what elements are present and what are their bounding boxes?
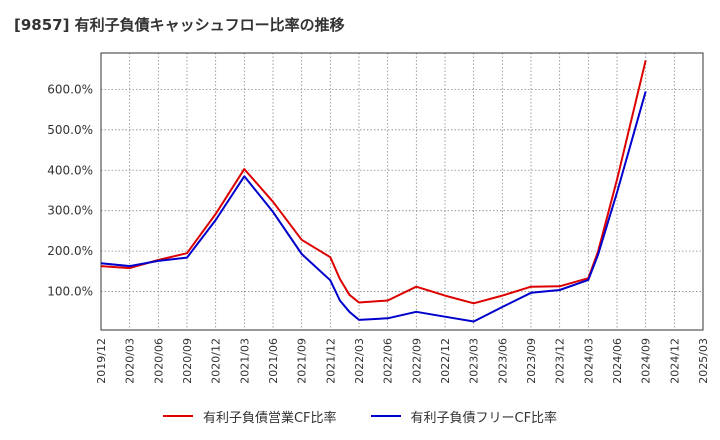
x-tick-label: 2024/09: [640, 338, 653, 384]
legend: 有利子負債営業CF比率 有利子負債フリーCF比率: [0, 404, 720, 428]
series-lines: [100, 60, 647, 323]
x-axis-ticks: 2019/12 2020/03 2020/06 2020/09 2020/12 2021/…: [95, 338, 710, 384]
x-tick-label: 2024/06: [611, 338, 624, 384]
legend-swatch-blue: [370, 415, 401, 417]
x-tick-label: 2019/12: [95, 338, 108, 384]
y-tick-label: 300.0%: [47, 204, 93, 218]
x-tick-label: 2021/06: [267, 338, 280, 384]
x-tick-label: 2023/03: [468, 338, 481, 384]
legend-item-free-cf: 有利子負債フリーCF比率: [370, 407, 558, 426]
x-tick-label: 2024/12: [668, 338, 681, 384]
y-tick-label: 500.0%: [47, 123, 93, 137]
y-tick-label: 600.0%: [47, 82, 93, 96]
legend-label-operating-cf: 有利子負債営業CF比率: [202, 410, 337, 426]
grid-lines: [100, 53, 704, 330]
x-tick-label: 2023/06: [496, 338, 509, 384]
line-chart: 100.0% 200.0% 300.0% 400.0% 500.0% 600.0% 201…: [47, 52, 710, 384]
x-tick-label: 2022/03: [353, 338, 366, 384]
y-axis-ticks: 100.0% 200.0% 300.0% 400.0% 500.0% 600.0%: [47, 82, 93, 298]
y-tick-label: 100.0%: [47, 285, 93, 299]
x-tick-label: 2020/12: [210, 338, 223, 384]
chart-title: [9857] 有利子負債キャッシュフロー比率の推移: [14, 16, 345, 34]
legend-item-operating-cf: 有利子負債営業CF比率: [162, 407, 337, 426]
x-tick-label: 2021/12: [324, 338, 337, 384]
x-tick-label: 2022/06: [382, 338, 395, 384]
x-tick-label: 2021/09: [296, 338, 309, 384]
x-tick-label: 2025/03: [697, 338, 710, 384]
x-tick-label: 2020/09: [181, 338, 194, 384]
x-tick-label: 2021/03: [238, 338, 251, 384]
x-tick-label: 2024/03: [582, 338, 595, 384]
legend-swatch-red: [162, 415, 193, 417]
x-tick-label: 2023/12: [554, 338, 567, 384]
x-tick-label: 2020/06: [152, 338, 165, 384]
x-tick-label: 2020/03: [124, 338, 137, 384]
legend-label-free-cf: 有利子負債フリーCF比率: [410, 410, 558, 426]
series-line-2: [100, 91, 647, 323]
x-tick-label: 2022/12: [439, 338, 452, 384]
y-tick-label: 200.0%: [47, 244, 93, 258]
x-tick-label: 2022/09: [410, 338, 423, 384]
series-line-1: [100, 60, 647, 305]
y-tick-label: 400.0%: [47, 163, 93, 177]
plot-frame: [100, 52, 704, 331]
x-tick-label: 2023/09: [525, 338, 538, 384]
